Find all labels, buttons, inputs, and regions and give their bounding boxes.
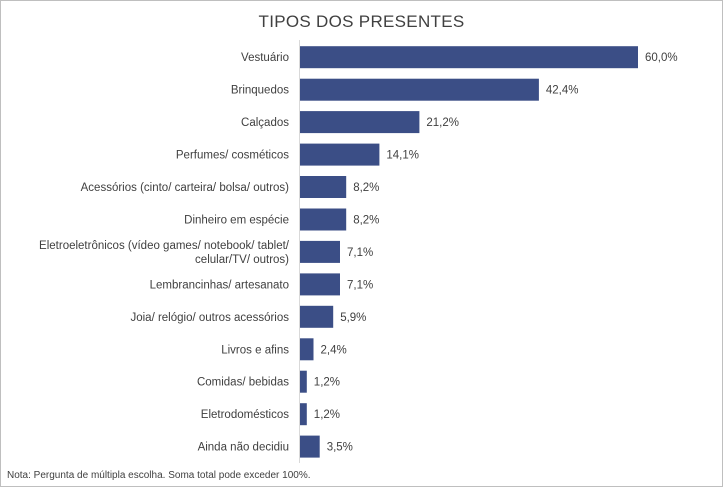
category-label: Livros e afins bbox=[221, 344, 289, 356]
category-label: Comidas/ bebidas bbox=[197, 377, 289, 389]
bar-value-label: 60,0% bbox=[645, 52, 678, 64]
bar-value-label: 8,2% bbox=[353, 215, 379, 227]
bar bbox=[300, 273, 340, 296]
bar bbox=[300, 111, 420, 134]
bar bbox=[300, 305, 334, 328]
bar-value-label: 8,2% bbox=[353, 182, 379, 194]
chart-note: Nota: Pergunta de múltipla escolha. Soma… bbox=[7, 470, 311, 481]
bar bbox=[300, 78, 539, 101]
category-label: Eletroeletrônicos (vídeo games/ notebook… bbox=[39, 240, 290, 266]
category-label: Joia/ relógio/ outros acessórios bbox=[130, 312, 289, 324]
chart-title: TIPOS DOS PRESENTES bbox=[258, 12, 465, 31]
category-label: Vestuário bbox=[241, 52, 289, 64]
category-label: Eletrodomésticos bbox=[201, 409, 289, 421]
bars-group: 60,0% Vestuário 42,4% Brinquedos 21,2% Calçad… bbox=[39, 46, 678, 458]
bar bbox=[300, 240, 340, 263]
bar bbox=[300, 176, 347, 198]
category-label: Ainda não decidiu bbox=[198, 442, 289, 454]
category-label: Perfumes/ cosméticos bbox=[176, 150, 289, 162]
bar-value-label: 5,9% bbox=[340, 312, 366, 324]
category-label: Calçados bbox=[241, 117, 289, 129]
bar-value-label: 7,1% bbox=[347, 247, 373, 259]
bar bbox=[300, 370, 307, 393]
bar bbox=[300, 403, 307, 426]
bar-value-label: 1,2% bbox=[314, 409, 340, 421]
category-label: Brinquedos bbox=[231, 85, 289, 97]
category-label: Acessórios (cinto/ carteira/ bolsa/ outr… bbox=[81, 182, 290, 194]
bar-value-label: 2,4% bbox=[321, 344, 347, 356]
bar bbox=[300, 435, 320, 458]
bar-value-label: 1,2% bbox=[314, 377, 340, 389]
bar-value-label: 3,5% bbox=[327, 442, 353, 454]
bar-value-label: 14,1% bbox=[386, 150, 419, 162]
bar-value-label: 7,1% bbox=[347, 279, 373, 291]
bar bbox=[300, 208, 347, 231]
bar-value-label: 21,2% bbox=[426, 117, 459, 129]
bar bbox=[300, 143, 380, 166]
category-label: Lembrancinhas/ artesanato bbox=[150, 279, 289, 291]
bar bbox=[300, 46, 638, 69]
category-label: Dinheiro em espécie bbox=[184, 215, 289, 227]
bar bbox=[300, 338, 314, 361]
bar-value-label: 42,4% bbox=[546, 85, 579, 97]
